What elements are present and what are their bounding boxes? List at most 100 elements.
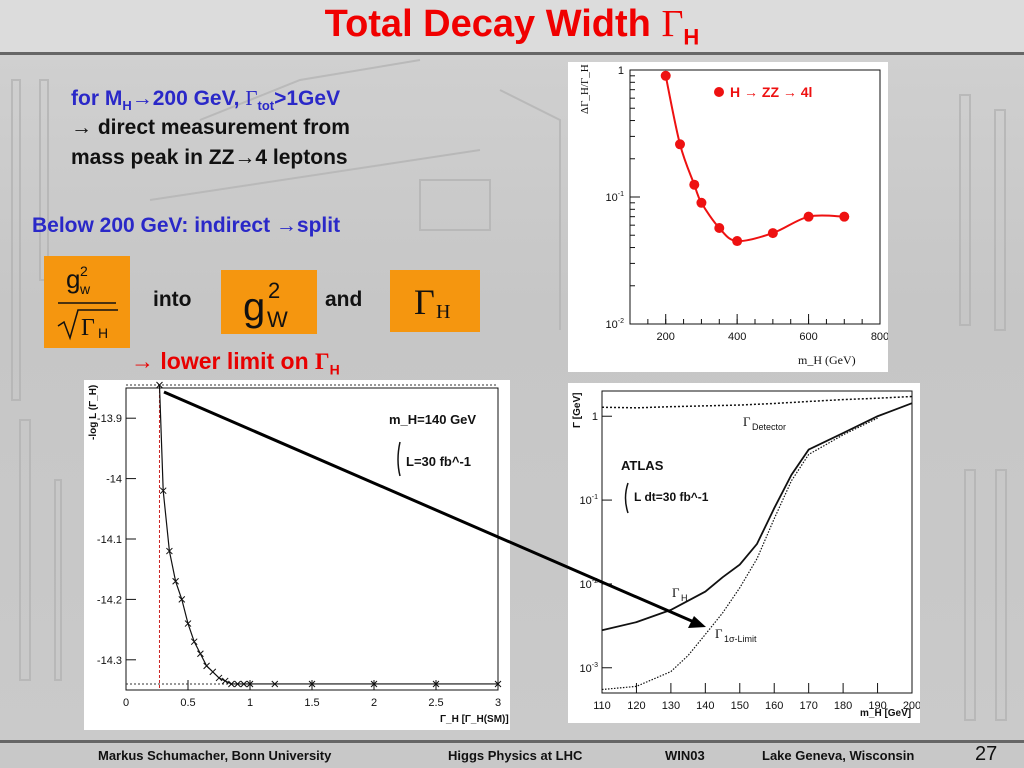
legend-label: H → ZZ → 4l bbox=[730, 84, 812, 100]
data-point bbox=[228, 680, 235, 688]
data-point bbox=[184, 620, 192, 627]
x-tick-label: 0.5 bbox=[180, 697, 195, 709]
annotation-lumi: L=30 fb^-1 bbox=[406, 454, 471, 469]
ratio-denominator-sub: H bbox=[98, 325, 108, 341]
data-point bbox=[159, 487, 167, 495]
label-detector-sub: Detector bbox=[752, 422, 786, 432]
ratio-numerator-sup: 2 bbox=[80, 263, 88, 279]
data-point bbox=[190, 638, 198, 646]
title-rule bbox=[0, 52, 1024, 55]
footer-bar bbox=[0, 744, 1024, 768]
coupling-g: g bbox=[243, 285, 265, 329]
y-tick-label: -14.1 bbox=[97, 534, 122, 546]
slide-title: Total Decay Width ΓH bbox=[324, 3, 700, 50]
x-tick-label: 120 bbox=[627, 700, 645, 712]
one-sigma-limit-line bbox=[601, 417, 878, 691]
label-gamma-h-sub: H bbox=[681, 593, 688, 603]
y-axis-label: ΔΓ_H/Γ_H bbox=[579, 64, 591, 114]
bullet-below-200: Below 200 GeV: indirect →split bbox=[32, 214, 341, 237]
footer-rule bbox=[0, 740, 1024, 743]
y-tick-label: 10-1 bbox=[606, 191, 625, 204]
data-point bbox=[221, 677, 229, 685]
formula-box-coupling-ratio: g 2 w Γ H bbox=[44, 256, 130, 348]
lower-limit-text: → lower limit on ΓH bbox=[131, 348, 340, 378]
x-tick-label: 160 bbox=[765, 700, 783, 712]
y-axis-label: -log L (Γ_H) bbox=[88, 385, 99, 440]
x-tick-label: 190 bbox=[868, 700, 886, 712]
data-point bbox=[714, 223, 725, 234]
data-point bbox=[696, 197, 707, 208]
x-tick-label: 3 bbox=[495, 697, 501, 709]
footer-place: Lake Geneva, Wisconsin bbox=[762, 748, 915, 763]
x-tick-label: 1.5 bbox=[304, 697, 319, 709]
chart-panel-atlas-width: 110 120 130 140 150 160 170 180 190 200 1 10-1 10-2 1… bbox=[568, 383, 921, 723]
label-limit-sub: 1σ-Limit bbox=[724, 634, 757, 644]
data-point bbox=[240, 680, 248, 688]
label-limit: Γ bbox=[715, 626, 723, 641]
label-detector: Γ bbox=[743, 414, 751, 429]
bullet-line-2: → direct measurement from bbox=[71, 116, 350, 139]
y-tick-label: -13.9 bbox=[97, 413, 122, 425]
width-sub: H bbox=[436, 301, 450, 323]
data-point bbox=[660, 70, 671, 81]
width-gamma: Γ bbox=[414, 282, 435, 322]
sqrt-sign bbox=[57, 309, 118, 341]
y-tick-label: 10-2 bbox=[580, 578, 599, 591]
footer-author: Markus Schumacher, Bonn University bbox=[98, 748, 332, 763]
chart-width-precision: 200 400 600 800 1 10-1 10-2 H → ZZ → 4l ΔΓ_H/Γ… bbox=[579, 64, 889, 367]
data-point bbox=[803, 211, 814, 222]
data-point bbox=[370, 680, 378, 688]
title-bar bbox=[0, 0, 1024, 52]
data-point bbox=[689, 179, 700, 190]
coupling-sub: W bbox=[267, 307, 288, 332]
chart-panel-likelihood: 0 0.5 1 1.5 2 2.5 3 -13.9 -14 -14.1 -14.2 -14.3 -lo… bbox=[84, 380, 510, 730]
bullet-line-1: for MH→200 GeV, Γtot>1GeV bbox=[71, 86, 341, 114]
ratio-numerator-sub: w bbox=[79, 281, 91, 297]
data-point bbox=[203, 662, 210, 670]
x-tick-label: 180 bbox=[834, 700, 852, 712]
chart-likelihood: 0 0.5 1 1.5 2 2.5 3 -13.9 -14 -14.1 -14.2 -14.3 -lo… bbox=[88, 381, 509, 725]
annotation-lumi: L dt=30 fb^-1 bbox=[634, 490, 709, 504]
x-tick-label: 200 bbox=[903, 700, 920, 712]
x-tick-label: 2 bbox=[371, 697, 377, 709]
data-point bbox=[308, 680, 316, 688]
formula-box-coupling: g 2 W bbox=[221, 270, 317, 334]
y-tick-label: 1 bbox=[592, 411, 598, 423]
data-point bbox=[767, 228, 778, 239]
y-tick-label: -14.3 bbox=[97, 655, 122, 667]
y-tick-label: -14 bbox=[106, 474, 122, 486]
label-gamma-h: Γ bbox=[672, 585, 680, 600]
x-tick-label: 0 bbox=[123, 697, 129, 709]
data-point bbox=[271, 680, 279, 688]
and-label: and bbox=[325, 288, 363, 311]
x-axis-label: m_H (GeV) bbox=[798, 353, 856, 367]
y-tick-label: 10-2 bbox=[606, 318, 625, 331]
coupling-sup: 2 bbox=[268, 278, 280, 303]
footer-event: WIN03 bbox=[665, 748, 705, 763]
x-axis-label: m_H [GeV] bbox=[860, 708, 911, 719]
x-tick-label: 1 bbox=[247, 697, 253, 709]
data-point bbox=[166, 547, 173, 555]
integral-sign bbox=[624, 482, 629, 514]
data-point bbox=[732, 236, 743, 247]
x-tick-label: 800 bbox=[871, 331, 888, 343]
bullet-line-3: mass peak in ZZ→4 leptons bbox=[71, 146, 348, 169]
data-point bbox=[246, 680, 254, 688]
y-tick-label: -14.2 bbox=[97, 594, 122, 606]
x-tick-label: 400 bbox=[728, 331, 746, 343]
x-tick-label: 170 bbox=[799, 700, 817, 712]
page-number: 27 bbox=[975, 743, 998, 765]
footer-talk: Higgs Physics at LHC bbox=[448, 748, 583, 763]
x-tick-label: 130 bbox=[662, 700, 680, 712]
y-axis-label: Γ [GeV] bbox=[572, 393, 583, 428]
data-point bbox=[675, 139, 685, 150]
x-tick-label: 110 bbox=[593, 700, 611, 712]
chart-atlas-width: 110 120 130 140 150 160 170 180 190 200 1 10-1 10-2 1… bbox=[572, 390, 921, 719]
x-tick-label: 200 bbox=[657, 331, 675, 343]
legend-marker bbox=[714, 87, 724, 97]
data-point bbox=[839, 211, 850, 222]
ratio-numerator-g: g bbox=[66, 264, 80, 294]
data-point bbox=[432, 680, 440, 688]
y-tick-label: 1 bbox=[618, 65, 624, 77]
